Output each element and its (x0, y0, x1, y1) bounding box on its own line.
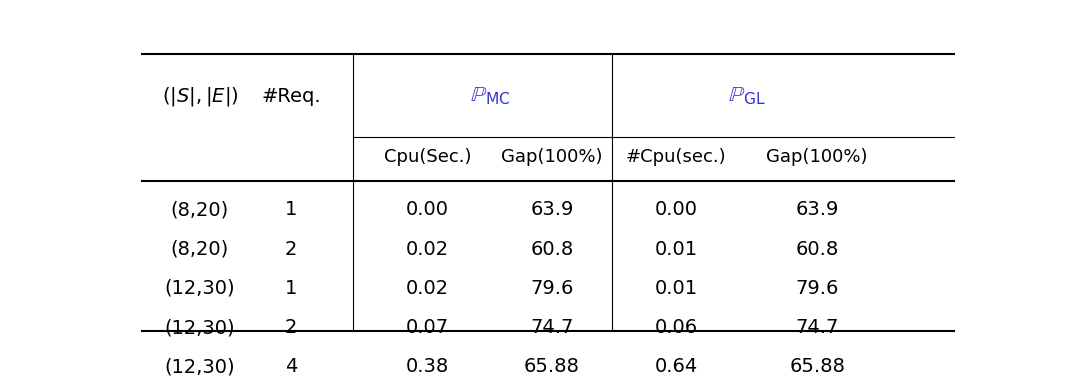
Text: Gap(100%): Gap(100%) (766, 149, 868, 166)
Text: $\mathbb{P}_{\mathrm{MC}}$: $\mathbb{P}_{\mathrm{MC}}$ (469, 85, 510, 107)
Text: 0.00: 0.00 (655, 200, 698, 219)
Text: 74.7: 74.7 (530, 318, 574, 337)
Text: 60.8: 60.8 (530, 240, 574, 259)
Text: 0.01: 0.01 (654, 240, 698, 259)
Text: 0.07: 0.07 (406, 318, 449, 337)
Text: $(|S|,|E|)$: $(|S|,|E|)$ (161, 85, 238, 108)
Text: 65.88: 65.88 (789, 358, 846, 376)
Text: 63.9: 63.9 (530, 200, 574, 219)
Text: 0.02: 0.02 (406, 279, 449, 298)
Text: 1: 1 (284, 200, 297, 219)
Text: Cpu(Sec.): Cpu(Sec.) (384, 149, 471, 166)
Text: 0.06: 0.06 (654, 318, 698, 337)
Text: 0.02: 0.02 (406, 240, 449, 259)
Text: (12,30): (12,30) (165, 318, 235, 337)
Text: $\mathbb{P}_{\mathrm{GL}}$: $\mathbb{P}_{\mathrm{GL}}$ (728, 85, 765, 107)
Text: 79.6: 79.6 (795, 279, 839, 298)
Text: 0.01: 0.01 (654, 279, 698, 298)
Text: (8,20): (8,20) (171, 240, 229, 259)
Text: #Cpu(sec.): #Cpu(sec.) (626, 149, 727, 166)
Text: (12,30): (12,30) (165, 279, 235, 298)
Text: 74.7: 74.7 (795, 318, 839, 337)
Text: 2: 2 (284, 318, 297, 337)
Text: 60.8: 60.8 (795, 240, 839, 259)
Text: 0.00: 0.00 (406, 200, 449, 219)
Text: (8,20): (8,20) (171, 200, 229, 219)
Text: 79.6: 79.6 (530, 279, 574, 298)
Text: 0.64: 0.64 (654, 358, 698, 376)
Text: 65.88: 65.88 (524, 358, 580, 376)
Text: 4: 4 (284, 358, 297, 376)
Text: #Req.: #Req. (261, 87, 321, 106)
Text: (12,30): (12,30) (165, 358, 235, 376)
Text: Gap(100%): Gap(100%) (501, 149, 603, 166)
Text: 63.9: 63.9 (795, 200, 839, 219)
Text: 1: 1 (284, 279, 297, 298)
Text: 0.38: 0.38 (406, 358, 449, 376)
Text: 2: 2 (284, 240, 297, 259)
